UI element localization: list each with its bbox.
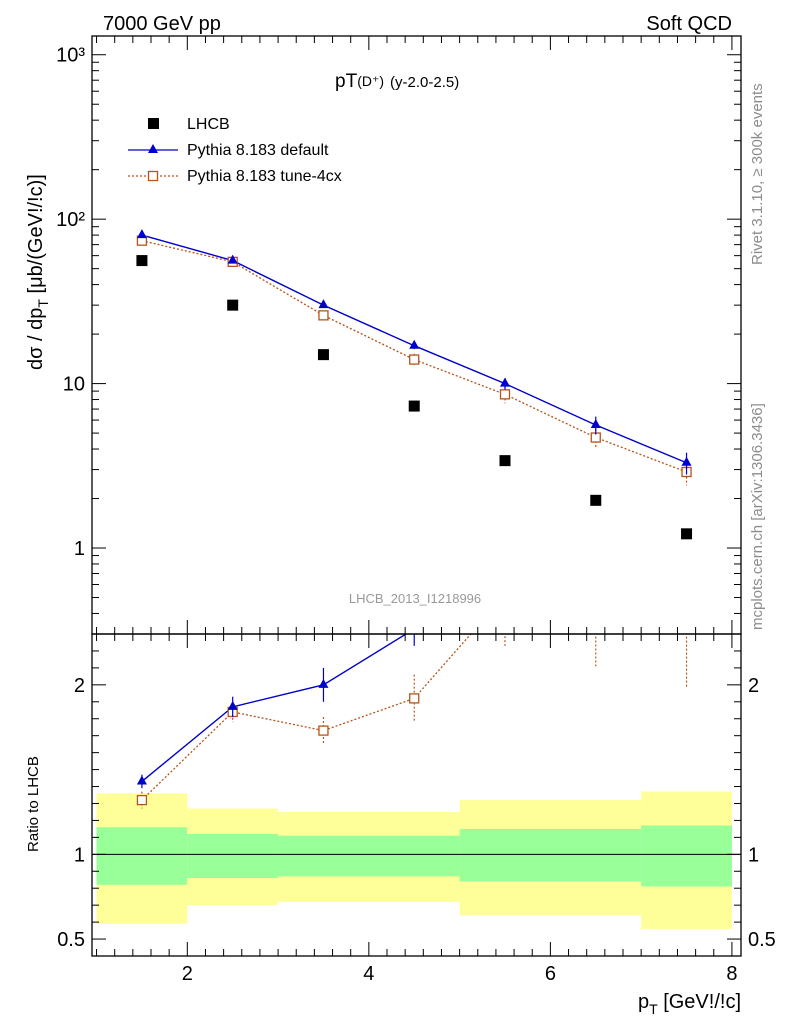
main-ytick-label-3: 10³ [56,45,85,67]
ratio-default-point-4 [500,520,510,529]
ratio-default-point-3 [409,623,419,632]
mcplots-label: mcplots.cern.ch [arXiv:1306.3436] [749,403,766,630]
rivet-label: Rivet 3.1.10, ≥ 300k events [749,83,766,265]
y-axis-label: dσ / dpT [μb/(GeV!/!c)] [25,174,51,370]
ratio-y-axis-label: Ratio to LHCB [25,756,42,852]
ratio-ytick-label-right-0: 0.5 [748,929,776,951]
legend-marker-tune [147,170,159,182]
lhcb-point-0 [136,255,148,267]
ratio-default-point-1 [227,700,238,710]
lhcb-point-3 [408,400,420,412]
legend-marker-default [148,144,158,153]
ratio-tune-4cx-point-2 [318,725,329,736]
green-band-0 [96,827,188,885]
xtick-label-1: 4 [363,963,374,985]
ratio-frame [91,633,742,957]
plot-title: pT(D⁺) (y-2.0-2.5) [335,71,459,92]
green-band-4 [641,825,732,887]
main-ytick-label-2: 10² [56,209,85,231]
lhcb-point-5 [590,494,602,506]
xtick-label-3: 8 [726,963,737,985]
ratio-default-point-5 [591,531,601,540]
ratio-default-line [141,634,408,782]
ratio-ytick-label-left-1: 1 [74,844,85,866]
lhcb-point-1 [227,299,239,311]
analysis-watermark: LHCB_2013_I1218996 [349,591,481,606]
lhcb-point-6 [681,528,693,540]
green-band-2 [278,835,460,877]
main-ytick-label-1: 10 [63,374,85,396]
legend: LHCB Pythia 8.183 default Pythia 8.183 t… [128,116,342,185]
ratio-default-point-2 [318,678,329,688]
tune-4cx-point-2 [318,310,329,321]
tune-4cx-point-3 [409,354,420,365]
default-point-4 [500,377,510,387]
main-plot-data [136,229,693,540]
ratio-ytick-label-left-2: 2 [74,675,85,697]
xtick-label-2: 6 [545,963,556,985]
green-band-1 [187,833,279,879]
default-point-5 [590,418,601,428]
ratio-plot-data [136,520,692,809]
lhcb-point-2 [317,349,329,361]
default-point-2 [318,299,329,309]
default-point-3 [409,339,420,349]
green-band-3 [459,828,642,882]
axes: 1 10 10² 10³ 0.5 0.5 1 1 2 2 2 4 6 8 [56,35,776,985]
default-point-1 [227,254,238,264]
ratio-default-point-6 [682,560,692,569]
ratio-tune-4cx-point-4 [501,591,510,600]
legend-marker-lhcb [148,118,159,129]
x-axis-label: pT [GeV!/!c] [638,991,741,1017]
legend-label-default: Pythia 8.183 default [187,142,329,159]
lhcb-point-4 [499,455,511,467]
ratio-uncertainty-bands [92,791,741,929]
header-left: 7000 GeV pp [103,13,221,35]
default-point-0 [136,229,147,239]
ratio-ytick-label-left-0: 0.5 [57,929,85,951]
ratio-ytick-label-right-2: 2 [748,675,759,697]
tune-4cx-point-4 [499,389,511,400]
default-point-6 [681,456,692,466]
legend-label-tune: Pythia 8.183 tune-4cx [187,168,342,185]
xtick-label-0: 2 [182,963,193,985]
ratio-default-point-0 [136,775,147,785]
ratio-tune-4cx-point-0 [136,794,148,806]
legend-label-lhcb: LHCB [187,116,230,133]
header-right: Soft QCD [646,13,732,35]
ratio-tune-4cx-point-3 [409,693,420,704]
ratio-ytick-label-right-1: 1 [748,844,759,866]
ratio-tune-4cx-point-5 [591,611,600,620]
main-ytick-label-0: 1 [74,538,85,560]
ratio-tune-4cx-point-6 [682,616,691,625]
